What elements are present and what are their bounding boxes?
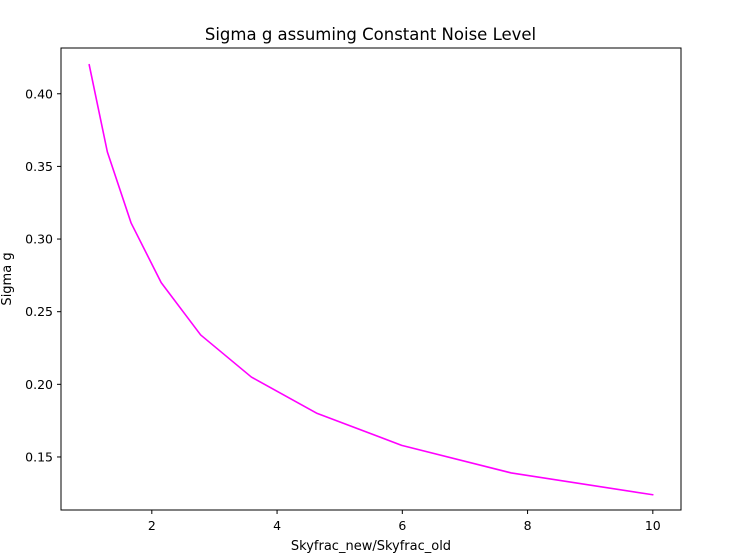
y-axis: 0.15 0.20 0.25 0.30 0.35 0.40: [25, 86, 61, 464]
x-tick-label: 4: [273, 518, 281, 533]
x-tick-label: 2: [148, 518, 156, 533]
x-axis-label: Skyfrac_new/Skyfrac_old: [291, 539, 451, 554]
x-tick-label: 6: [398, 518, 406, 533]
y-tick-label: 0.15: [25, 449, 53, 464]
y-tick-label: 0.30: [25, 232, 53, 247]
x-tick-label: 8: [524, 518, 532, 533]
chart-title: Sigma g assuming Constant Noise Level: [205, 25, 536, 44]
plot-frame: [60, 47, 682, 511]
y-axis-label: Sigma g: [0, 252, 15, 305]
y-tick-label: 0.20: [25, 377, 53, 392]
plot-layer: [88, 63, 654, 496]
series-line-0: [88, 63, 654, 496]
y-tick-label: 0.40: [25, 86, 53, 101]
y-tick-label: 0.35: [25, 159, 53, 174]
x-tick-label: 10: [645, 518, 661, 533]
x-axis: 2 4 6 8 10: [148, 510, 661, 533]
y-tick-label: 0.25: [25, 304, 53, 319]
